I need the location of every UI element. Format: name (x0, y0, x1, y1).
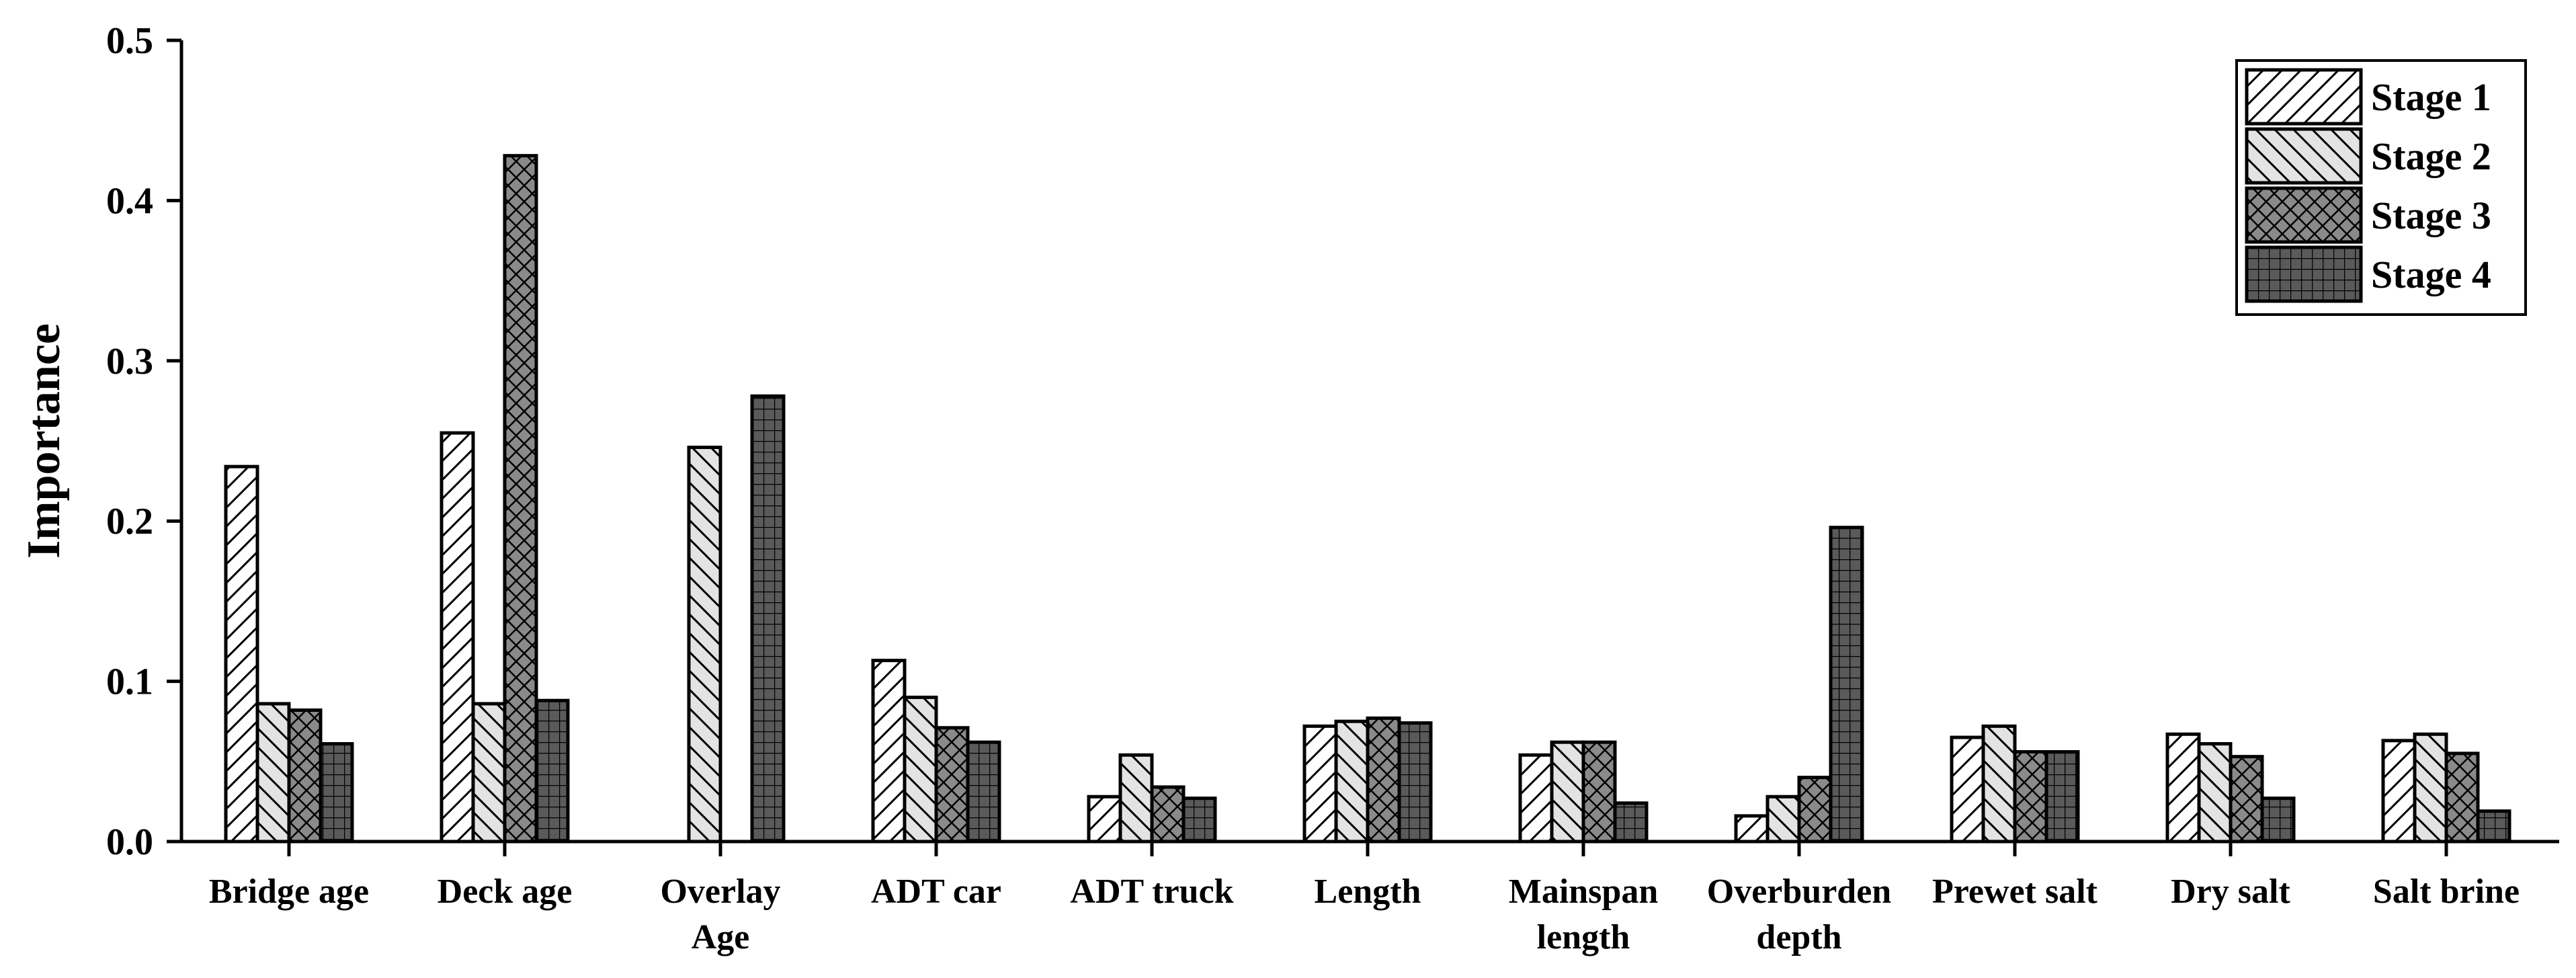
bar-stage-4-mainspan-length (1613, 801, 1649, 844)
bar-stage-3-overburden-depth (1797, 776, 1833, 844)
y-tick-label: 0.1 (106, 661, 153, 703)
bar-stage-3-adt-car (934, 726, 970, 844)
bar-stage-1-overburden-depth (1734, 814, 1770, 844)
bar-stage-1-adt-car (871, 659, 907, 844)
bar-stage-2-dry-salt (2197, 742, 2233, 844)
bar-stage-3-prewet-salt (2013, 749, 2048, 844)
x-tick-label: Salt brine (2373, 872, 2520, 911)
bar-stage-2-overlay-age (687, 446, 722, 844)
bar-stage-3-length (1366, 716, 1401, 844)
legend: Stage 1 Stage 2 Stage 3 Stage 4 (2235, 59, 2527, 316)
bar-stage-2-adt-truck (1118, 753, 1154, 844)
x-tick-label: ADT truck (1070, 872, 1233, 911)
x-tick-label: Length (1315, 872, 1421, 911)
bar-stage-4-salt-brine (2476, 809, 2511, 844)
legend-swatch-stage-4 (2245, 245, 2363, 303)
legend-swatch-stage-1 (2245, 68, 2363, 126)
x-tick-label: Dry salt (2171, 872, 2290, 911)
x-tick-label: Bridge age (209, 872, 369, 911)
bar-stage-2-overburden-depth (1765, 794, 1801, 844)
bars (224, 154, 2511, 844)
x-tick-label: length (1537, 918, 1630, 956)
y-tick-label: 0.0 (106, 821, 153, 863)
x-tick-label: Age (692, 918, 750, 956)
bar-stage-1-dry-salt (2165, 732, 2201, 844)
bar-stage-1-mainspan-length (1518, 753, 1554, 844)
bar-stage-4-length (1397, 721, 1433, 844)
bar-stage-2-prewet-salt (1981, 724, 2017, 844)
legend-label-stage-3: Stage 3 (2371, 194, 2491, 237)
x-tick-label: depth (1756, 918, 1841, 956)
bar-stage-4-overlay-age (750, 394, 786, 844)
bar-stage-1-length (1302, 724, 1338, 844)
legend-swatch-stage-3 (2245, 186, 2363, 244)
x-tick-label: Prewet salt (1932, 872, 2098, 911)
bar-stage-4-deck-age (534, 698, 570, 844)
bar-stage-4-bridge-age (319, 742, 354, 844)
x-tick-label: Overlay (660, 872, 780, 911)
y-tick-label: 0.4 (106, 180, 153, 222)
bar-stage-2-bridge-age (255, 702, 291, 844)
bar-stage-3-bridge-age (287, 708, 323, 844)
bar-stage-1-deck-age (440, 431, 475, 844)
bar-stage-1-salt-brine (2381, 739, 2417, 844)
bar-stage-3-deck-age (503, 154, 538, 844)
bar-stage-2-mainspan-length (1550, 740, 1585, 844)
bar-stage-4-adt-truck (1181, 797, 1217, 844)
bar-stage-3-mainspan-length (1581, 740, 1617, 844)
bar-stage-2-length (1334, 719, 1370, 844)
bar-stage-3-salt-brine (2444, 751, 2480, 844)
bar-stage-3-adt-truck (1150, 785, 1186, 844)
bar-stage-2-deck-age (471, 702, 507, 844)
bar-stage-2-adt-car (903, 695, 938, 844)
legend-label-stage-4: Stage 4 (2371, 253, 2491, 296)
legend-swatch-stage-2 (2245, 127, 2363, 185)
bar-stage-1-bridge-age (224, 464, 259, 844)
y-axis-label: Importance (18, 323, 70, 559)
bar-stage-4-prewet-salt (2044, 749, 2080, 844)
y-tick-label: 0.5 (106, 20, 153, 62)
bar-stage-1-adt-truck (1087, 794, 1122, 844)
x-tick-label: Deck age (438, 872, 573, 911)
y-tick-label: 0.3 (106, 341, 153, 382)
bar-stage-1-prewet-salt (1950, 735, 1985, 844)
x-tick-label: Mainspan (1509, 872, 1659, 911)
bar-stage-4-adt-car (966, 740, 1001, 844)
y-ticks: 0.0 0.1 0.2 0.3 0.4 0.5 (106, 20, 181, 863)
bar-stage-2-salt-brine (2413, 732, 2448, 844)
x-tick-label: Overburden (1707, 872, 1892, 911)
x-ticks: Bridge age Deck age Overlay Age ADT car ADT t… (209, 842, 2520, 956)
bar-stage-4-overburden-depth (1829, 526, 1864, 844)
y-tick-label: 0.2 (106, 501, 153, 542)
bar-stage-4-dry-salt (2260, 797, 2296, 844)
legend-label-stage-2: Stage 2 (2371, 134, 2491, 178)
legend-label-stage-1: Stage 1 (2371, 75, 2491, 119)
bar-stage-3-dry-salt (2229, 755, 2264, 844)
x-tick-label: ADT car (871, 872, 1001, 911)
